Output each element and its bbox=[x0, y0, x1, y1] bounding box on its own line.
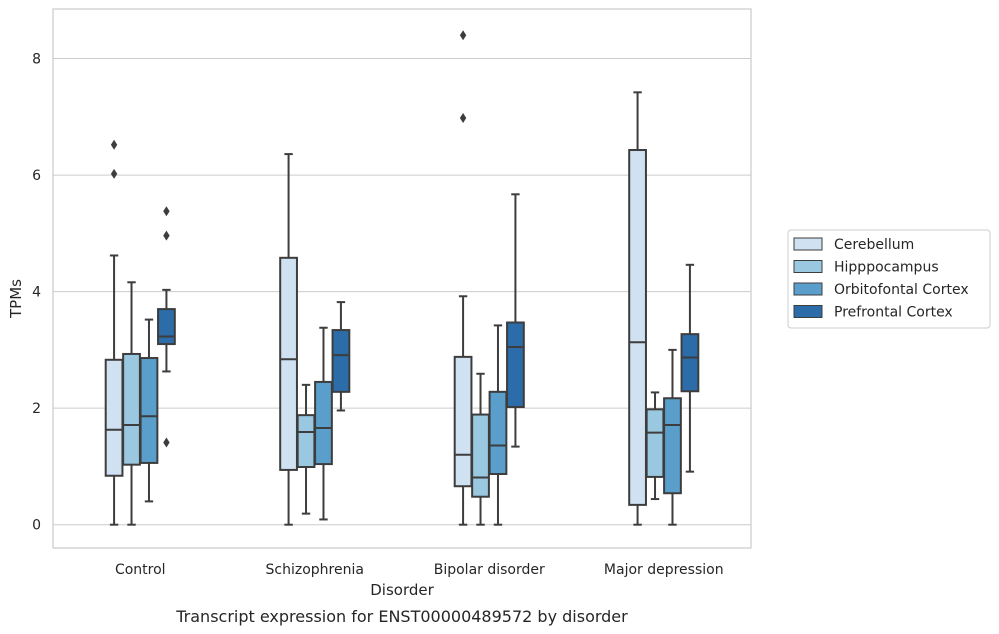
box bbox=[453, 30, 473, 526]
outlier-point bbox=[163, 206, 170, 217]
x-tick-label: Bipolar disorder bbox=[434, 562, 545, 578]
y-tick-label: 0 bbox=[32, 518, 41, 534]
box bbox=[331, 301, 351, 412]
plot-frame bbox=[52, 8, 752, 549]
legend-label: Cerebellum bbox=[834, 237, 914, 253]
outlier-point bbox=[110, 139, 118, 150]
box bbox=[471, 372, 490, 526]
box-iqr bbox=[314, 380, 333, 466]
box bbox=[122, 281, 141, 526]
outlier-point bbox=[163, 437, 170, 448]
box-iqr bbox=[506, 321, 525, 408]
box-iqr bbox=[488, 390, 508, 475]
outlier-point bbox=[163, 230, 170, 241]
box bbox=[279, 153, 298, 526]
box-iqr bbox=[680, 333, 700, 393]
box bbox=[139, 318, 159, 503]
y-axis-label: TPMs bbox=[7, 279, 25, 319]
legend-label: Orbitofontal Cortex bbox=[834, 282, 969, 298]
x-tick-label: Major depression bbox=[604, 562, 724, 578]
chart-caption: Transcript expression for ENST0000048957… bbox=[175, 607, 628, 626]
legend-swatch bbox=[793, 282, 823, 296]
series-prefrontal-cortex bbox=[157, 193, 700, 473]
series-orbitofontal-cortex bbox=[139, 318, 682, 526]
box-iqr bbox=[628, 149, 647, 506]
outlier-point bbox=[459, 30, 467, 41]
legend-label: Prefrontal Cortex bbox=[834, 305, 953, 321]
y-axis-ticks: 0 2 4 6 8 bbox=[32, 52, 41, 534]
box bbox=[314, 326, 333, 521]
legend-swatch bbox=[793, 305, 823, 318]
x-axis-ticks: Control Schizophrenia Bipolar disorder Majo… bbox=[115, 562, 724, 578]
box bbox=[296, 383, 316, 515]
legend-label: Hipppocampus bbox=[834, 260, 939, 276]
box-iqr bbox=[471, 413, 490, 498]
box bbox=[157, 206, 176, 448]
box-iqr bbox=[645, 408, 665, 478]
box bbox=[628, 91, 647, 526]
box bbox=[104, 139, 124, 526]
box-iqr bbox=[453, 355, 473, 488]
y-tick-label: 2 bbox=[32, 401, 41, 417]
box bbox=[488, 324, 508, 526]
legend-swatch bbox=[793, 237, 823, 251]
series-cerebellum bbox=[104, 30, 647, 526]
y-tick-label: 6 bbox=[32, 168, 41, 184]
y-tick-label: 8 bbox=[32, 52, 41, 68]
series-hipppocampus bbox=[122, 281, 665, 526]
box bbox=[663, 348, 682, 526]
box bbox=[645, 391, 665, 501]
box-iqr bbox=[104, 358, 124, 477]
box-iqr bbox=[296, 414, 316, 469]
legend-swatch bbox=[793, 260, 823, 273]
x-tick-label: Schizophrenia bbox=[266, 562, 364, 578]
y-tick-label: 4 bbox=[32, 285, 41, 301]
box bbox=[506, 193, 525, 448]
box bbox=[680, 263, 700, 473]
legend: Cerebellum Hipppocampus Orbitofontal Corte… bbox=[787, 229, 991, 329]
x-tick-label: Control bbox=[115, 562, 166, 578]
x-axis-label: Disorder bbox=[370, 581, 434, 599]
box-iqr bbox=[157, 308, 176, 346]
box-plot-series bbox=[104, 30, 700, 526]
outlier-point bbox=[459, 112, 467, 123]
box-iqr bbox=[663, 397, 682, 495]
outlier-point bbox=[110, 168, 118, 179]
box-iqr bbox=[122, 352, 141, 466]
box-iqr bbox=[331, 329, 351, 393]
box-iqr bbox=[279, 256, 298, 471]
box-iqr bbox=[139, 357, 159, 464]
legend-frame bbox=[787, 229, 991, 329]
